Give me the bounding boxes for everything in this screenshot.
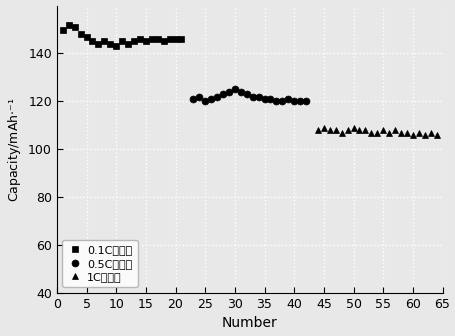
0.1C充放电: [161, 39, 166, 43]
Y-axis label: Capacity/mAh$\cdot$⁻¹: Capacity/mAh$\cdot$⁻¹: [5, 97, 22, 202]
0.1C充放电: [107, 42, 113, 46]
0.5C充放电: [232, 87, 237, 91]
0.1C充放电: [101, 39, 107, 43]
0.5C充放电: [196, 94, 202, 98]
0.1C充放电: [72, 25, 77, 29]
1C充放电: [409, 133, 415, 137]
0.5C充放电: [190, 97, 196, 101]
0.5C充放电: [285, 97, 290, 101]
0.5C充放电: [291, 99, 296, 103]
0.1C充放电: [113, 44, 119, 48]
0.1C充放电: [84, 35, 89, 39]
0.1C充放电: [155, 37, 160, 41]
0.1C充放电: [172, 37, 178, 41]
1C充放电: [344, 128, 349, 132]
1C充放电: [362, 128, 367, 132]
0.1C充放电: [178, 37, 184, 41]
1C充放电: [368, 130, 373, 134]
0.5C充放电: [226, 90, 231, 94]
1C充放电: [385, 130, 391, 134]
0.5C充放电: [238, 90, 243, 94]
0.5C充放电: [202, 99, 207, 103]
1C充放电: [421, 133, 426, 137]
0.1C充放电: [96, 42, 101, 46]
0.5C充放电: [255, 94, 261, 98]
1C充放电: [415, 130, 420, 134]
1C充放电: [356, 128, 361, 132]
0.5C充放电: [261, 97, 267, 101]
Legend: 0.1C充放电, 0.5C充放电, 1C充放电: 0.1C充放电, 0.5C充放电, 1C充放电: [62, 240, 137, 288]
0.5C充放电: [267, 97, 273, 101]
0.5C充放电: [220, 92, 225, 96]
0.5C充放电: [303, 99, 308, 103]
1C充放电: [338, 130, 344, 134]
1C充放电: [374, 130, 379, 134]
0.1C充放电: [119, 39, 125, 43]
0.5C充放电: [249, 94, 255, 98]
0.5C充放电: [297, 99, 302, 103]
0.5C充放电: [243, 92, 249, 96]
1C充放电: [314, 128, 320, 132]
0.1C充放电: [60, 28, 66, 32]
0.1C充放电: [167, 37, 172, 41]
1C充放电: [379, 128, 385, 132]
1C充放电: [320, 126, 326, 130]
0.5C充放电: [208, 97, 213, 101]
0.1C充放电: [90, 39, 95, 43]
0.1C充放电: [131, 39, 136, 43]
1C充放电: [433, 133, 438, 137]
0.1C充放电: [78, 32, 83, 36]
Line: 0.1C充放电: 0.1C充放电: [59, 21, 185, 50]
0.1C充放电: [125, 42, 131, 46]
0.5C充放电: [214, 94, 219, 98]
Line: 0.5C充放电: 0.5C充放电: [189, 86, 309, 105]
Line: 1C充放电: 1C充放电: [314, 124, 439, 138]
1C充放电: [350, 126, 355, 130]
1C充放电: [326, 128, 332, 132]
0.5C充放电: [279, 99, 284, 103]
1C充放电: [397, 130, 403, 134]
1C充放电: [427, 130, 432, 134]
1C充放电: [332, 128, 338, 132]
0.1C充放电: [143, 39, 148, 43]
0.1C充放电: [137, 37, 142, 41]
1C充放电: [403, 130, 409, 134]
0.1C充放电: [66, 23, 71, 27]
1C充放电: [391, 128, 397, 132]
0.5C充放电: [273, 99, 278, 103]
0.1C充放电: [149, 37, 154, 41]
X-axis label: Number: Number: [221, 317, 277, 330]
